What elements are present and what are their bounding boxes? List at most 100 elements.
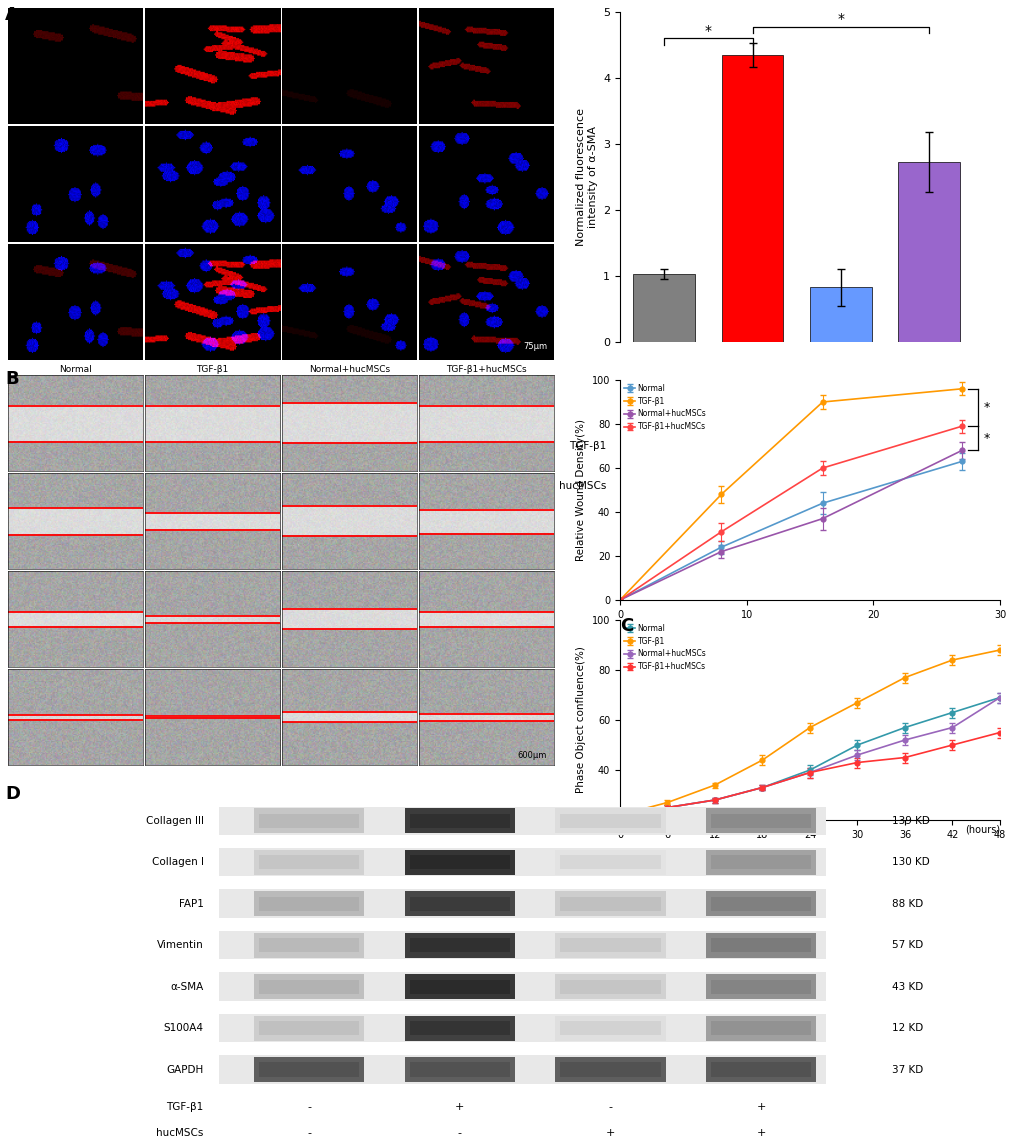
Text: *: *	[982, 400, 988, 414]
Bar	[405, 974, 515, 1000]
Text: hucMSCs: hucMSCs	[156, 1128, 204, 1139]
Text: TGF-β1: TGF-β1	[166, 1102, 204, 1111]
Bar	[554, 808, 665, 833]
Bar	[559, 1021, 660, 1035]
Text: +: +	[755, 1102, 765, 1111]
Bar	[554, 1015, 665, 1041]
Bar	[410, 938, 510, 953]
Text: S100A4: S100A4	[164, 1023, 204, 1033]
Bar	[254, 1015, 364, 1041]
Text: 37 KD: 37 KD	[891, 1065, 922, 1075]
Bar	[410, 814, 510, 827]
Text: 57 KD: 57 KD	[891, 940, 922, 950]
Bar	[705, 850, 815, 875]
Text: +: +	[923, 480, 933, 491]
Y-axis label: Phase Object confluence(%): Phase Object confluence(%)	[576, 647, 586, 793]
Bar	[405, 932, 515, 957]
Bar	[705, 808, 815, 833]
Title: Normal+hucMSCs: Normal+hucMSCs	[309, 365, 389, 374]
Text: -: -	[307, 1102, 311, 1111]
Text: Collagen III: Collagen III	[146, 816, 204, 826]
Title: Normal: Normal	[59, 365, 92, 374]
Bar	[554, 974, 665, 1000]
Bar	[410, 855, 510, 869]
Text: D: D	[5, 785, 20, 803]
Text: Vimentin: Vimentin	[157, 940, 204, 950]
Text: (hours): (hours)	[964, 825, 999, 835]
Bar	[259, 855, 359, 869]
Title: TGF-β1: TGF-β1	[197, 365, 228, 374]
Bar	[219, 972, 825, 1001]
Text: -: -	[307, 1128, 311, 1139]
Bar	[710, 938, 810, 953]
Text: 75μm: 75μm	[523, 341, 547, 350]
Text: 600μm: 600μm	[518, 751, 547, 760]
Bar	[633, 274, 694, 342]
Bar	[410, 979, 510, 994]
Bar	[254, 932, 364, 957]
Bar	[259, 938, 359, 953]
Text: +: +	[923, 442, 933, 451]
Bar	[405, 1015, 515, 1041]
Bar	[559, 938, 660, 953]
Bar	[405, 850, 515, 875]
Legend: Normal, TGF-β1, Normal+hucMSCs, TGF-β1+hucMSCs: Normal, TGF-β1, Normal+hucMSCs, TGF-β1+h…	[624, 624, 705, 671]
Bar	[559, 814, 660, 827]
Bar	[705, 1057, 815, 1082]
Bar	[554, 1057, 665, 1082]
Bar	[219, 807, 825, 835]
Bar	[705, 932, 815, 957]
Text: -: -	[750, 480, 754, 491]
Text: +: +	[747, 442, 756, 451]
Text: 130 KD: 130 KD	[891, 857, 928, 867]
Bar	[219, 1055, 825, 1084]
Text: -: -	[661, 480, 665, 491]
Bar	[710, 979, 810, 994]
Text: TGF-β1: TGF-β1	[569, 442, 606, 451]
Bar	[710, 814, 810, 827]
Text: -: -	[607, 1102, 611, 1111]
Bar	[710, 897, 810, 911]
Text: (hours): (hours)	[964, 626, 999, 637]
Text: +: +	[605, 1128, 614, 1139]
Bar	[259, 1021, 359, 1035]
Legend: Normal, TGF-β1, Normal+hucMSCs, TGF-β1+hucMSCs: Normal, TGF-β1, Normal+hucMSCs, TGF-β1+h…	[624, 383, 705, 431]
Text: FAP1: FAP1	[178, 899, 204, 908]
Bar	[410, 897, 510, 911]
Y-axis label: Relative Wound Density(%): Relative Wound Density(%)	[576, 419, 586, 561]
Bar	[405, 891, 515, 916]
Text: -: -	[838, 442, 842, 451]
Text: 43 KD: 43 KD	[891, 981, 922, 992]
Text: -: -	[458, 1128, 462, 1139]
Bar	[554, 891, 665, 916]
Title: Normal+hucMSCs: Normal+hucMSCs	[309, 0, 389, 8]
Bar	[554, 932, 665, 957]
Bar	[259, 979, 359, 994]
Bar	[259, 1062, 359, 1077]
Bar	[809, 288, 871, 342]
Text: *: *	[837, 11, 844, 26]
Text: Collagen I: Collagen I	[152, 857, 204, 867]
Text: 12 KD: 12 KD	[891, 1023, 922, 1033]
Bar	[559, 979, 660, 994]
Bar	[259, 814, 359, 827]
Title: TGF-β1+hucMSCs: TGF-β1+hucMSCs	[445, 0, 526, 8]
Bar	[410, 1062, 510, 1077]
Text: C: C	[620, 617, 633, 636]
Bar	[254, 850, 364, 875]
Text: α-SMA: α-SMA	[170, 981, 204, 992]
Bar	[898, 162, 959, 342]
Bar	[559, 1062, 660, 1077]
Bar	[254, 808, 364, 833]
Bar	[219, 931, 825, 960]
Text: *: *	[982, 431, 988, 445]
Text: 88 KD: 88 KD	[891, 899, 922, 908]
Text: +: +	[836, 480, 845, 491]
Bar	[710, 1062, 810, 1077]
Y-axis label: Normalized fluorescence
intensity of α-SMA: Normalized fluorescence intensity of α-S…	[576, 108, 597, 246]
Bar	[254, 1057, 364, 1082]
Bar	[405, 1057, 515, 1082]
Bar	[219, 1014, 825, 1042]
Bar	[219, 848, 825, 876]
Bar	[705, 891, 815, 916]
